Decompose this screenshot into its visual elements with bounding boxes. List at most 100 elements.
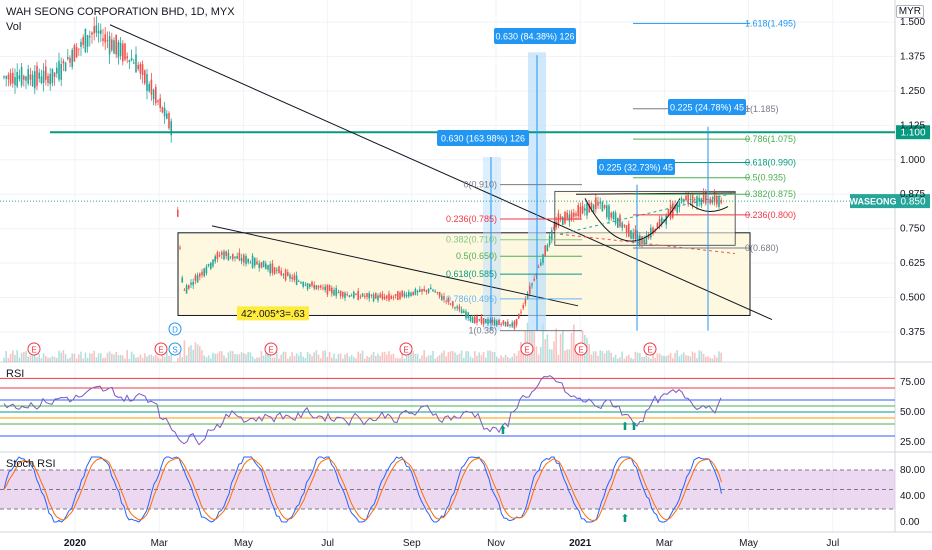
- candle-body: [311, 282, 313, 286]
- y-tick-label: 0.750: [900, 224, 925, 235]
- candle-body: [304, 284, 307, 286]
- candle-body: [548, 236, 551, 245]
- volume-bar: [350, 354, 353, 362]
- volume-bar: [676, 350, 678, 362]
- volume-bar: [284, 352, 287, 362]
- panes: [0, 0, 932, 533]
- volume-bar: [113, 354, 115, 362]
- volume-bar: [570, 332, 573, 362]
- candle-body: [606, 205, 608, 218]
- candle-body: [36, 65, 38, 86]
- fib-level-label: 0.236(0.800): [745, 210, 796, 220]
- volume-bar: [133, 354, 135, 362]
- candle-body: [456, 306, 458, 309]
- candle-body: [300, 282, 302, 284]
- candle-body: [612, 211, 615, 220]
- candle-body: [326, 284, 329, 295]
- volume-bar: [401, 351, 403, 362]
- volume-bar: [311, 355, 313, 362]
- candle-body: [590, 202, 593, 209]
- volume-bar: [689, 356, 692, 362]
- volume-bar: [216, 353, 219, 362]
- candle-body: [405, 294, 408, 297]
- candle-body: [23, 75, 25, 80]
- candle-body: [302, 282, 304, 287]
- stoch-k-line: [3, 456, 722, 523]
- volume-bar: [293, 355, 296, 362]
- x-tick-label: Mar: [151, 538, 169, 549]
- candle-body: [18, 75, 21, 80]
- volume-bar: [443, 350, 445, 362]
- candle-body: [58, 60, 60, 80]
- volume-bar: [656, 353, 659, 362]
- rsi-arrow-icon: ⬆: [498, 425, 507, 437]
- candle-body: [403, 292, 406, 297]
- volume-bar: [386, 354, 388, 362]
- candle-body: [229, 256, 232, 258]
- volume-bar: [456, 354, 458, 362]
- candle-body: [168, 113, 170, 129]
- volume-bar: [80, 351, 82, 362]
- candle-body: [654, 228, 656, 230]
- candle-body: [372, 294, 375, 302]
- volume-bar: [632, 358, 634, 362]
- candle-body: [331, 287, 333, 294]
- volume-bar: [643, 357, 645, 362]
- event-marker-label: E: [578, 346, 583, 355]
- volume-bar: [223, 355, 225, 362]
- volume-bar: [667, 355, 670, 362]
- volume-bar: [645, 352, 648, 362]
- volume-bar: [229, 350, 232, 362]
- candle-body: [601, 202, 604, 212]
- volume-bar: [40, 358, 43, 362]
- candle-body: [122, 43, 124, 62]
- candle-body: [524, 298, 527, 304]
- candle-body: [366, 293, 368, 298]
- candle-body: [106, 40, 109, 42]
- volume-bar: [207, 355, 210, 362]
- candle-body: [392, 296, 395, 298]
- candle-body: [71, 49, 73, 67]
- y-tick-label: 1.125: [900, 120, 925, 131]
- candle-body: [570, 212, 573, 220]
- candle-body: [91, 32, 93, 35]
- volume-bar: [295, 353, 298, 362]
- y-tick-label: 0.875: [900, 189, 925, 200]
- currency-badge[interactable]: MYR: [895, 5, 924, 18]
- volume-bar: [335, 358, 337, 362]
- volume-bar: [423, 350, 425, 362]
- volume-bar: [141, 357, 144, 362]
- volume-bar: [161, 353, 164, 362]
- measure-label-box: [437, 130, 529, 146]
- volume-bar: [370, 354, 373, 362]
- candle-body: [683, 199, 685, 202]
- candle-body: [130, 57, 133, 61]
- candle-body: [599, 201, 601, 204]
- volume-bar: [243, 353, 245, 362]
- volume-bar: [511, 356, 513, 362]
- volume-bar: [359, 353, 362, 362]
- volume-bar: [95, 357, 98, 362]
- candle-body: [370, 294, 373, 296]
- candle-body: [84, 29, 87, 53]
- x-tick-label: Jul: [826, 538, 839, 549]
- volume-bar: [412, 351, 414, 362]
- volume-bar: [155, 354, 157, 362]
- candle-body: [56, 67, 58, 74]
- event-marker-label: E: [647, 346, 652, 355]
- candle-body: [232, 253, 234, 260]
- volume-bar: [434, 358, 436, 362]
- candle-body: [718, 197, 720, 207]
- volume-bar: [181, 357, 183, 362]
- candle-body: [86, 35, 89, 47]
- volume-bar: [599, 350, 601, 362]
- candle-body: [210, 262, 212, 269]
- volume-bar: [597, 355, 599, 362]
- candle-body: [555, 222, 557, 228]
- trendline: [109, 24, 773, 321]
- volume-bar: [179, 349, 181, 362]
- candle-body: [469, 316, 472, 321]
- volume-bar: [647, 357, 650, 362]
- candle-body: [280, 270, 282, 275]
